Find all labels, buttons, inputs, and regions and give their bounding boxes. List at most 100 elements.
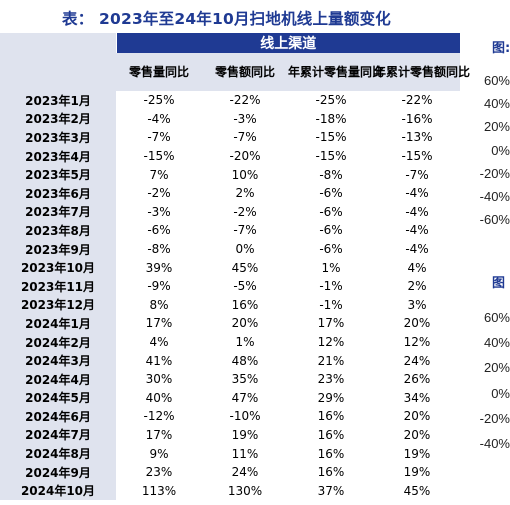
table-cell: 16% [231, 297, 259, 312]
row-label: 2024年8月 [0, 444, 116, 463]
table-cell: -4% [405, 242, 429, 257]
table-row: 2024年9月 23% 24% 16% 19% [0, 462, 460, 482]
table-cell: 11% [231, 446, 259, 461]
axis-tick-label: 60% [483, 73, 510, 88]
table-cell: 17% [317, 316, 345, 331]
table-row: 2023年11月 -9% -5% -1% 2% [0, 276, 460, 296]
table-cell: -20% [229, 149, 261, 164]
table-cell: 2% [235, 186, 255, 201]
table-cell: 39% [145, 260, 173, 275]
table-cell: 23% [317, 372, 345, 387]
row-label: 2023年3月 [0, 128, 116, 147]
table-cell: 9% [149, 446, 169, 461]
table-cell: 21% [317, 353, 345, 368]
column-header: 零售额同比 [202, 53, 288, 91]
axis-tick-label: -40% [479, 189, 510, 204]
channel-header: 线上渠道 [115, 33, 460, 53]
table-cell: -6% [319, 204, 343, 219]
axis-tick-label: -20% [479, 410, 510, 426]
table-cell: -15% [315, 149, 347, 164]
row-label: 2023年2月 [0, 109, 116, 129]
row-label: 2024年9月 [0, 462, 116, 482]
table-row: 2024年5月 40% 47% 29% 34% [0, 388, 460, 408]
column-header: 年累计零售额同比 [374, 53, 470, 91]
table-row: 2024年2月 4% 1% 12% 12% [0, 332, 460, 352]
table-cell: 20% [403, 427, 431, 442]
table-cell: -16% [401, 111, 433, 126]
table-cell: 40% [145, 390, 173, 405]
table-cell: 4% [149, 335, 169, 350]
table-cell: -4% [405, 223, 429, 238]
column-header: 零售量同比 [116, 53, 202, 91]
table-cell: 17% [145, 316, 173, 331]
table-cell: -7% [147, 130, 171, 145]
table-row: 2023年4月 -15% -20% -15% -15% [0, 146, 460, 166]
table-cell: -15% [315, 130, 347, 145]
column-header: 年累计零售量同比 [288, 53, 384, 91]
table-cell: -22% [229, 93, 261, 108]
table-row: 2023年12月 8% 16% -1% 3% [0, 295, 460, 315]
table-cell: 45% [231, 260, 259, 275]
table-cell: -2% [233, 204, 257, 219]
table-cell: -3% [233, 111, 257, 126]
table-cell: 24% [403, 353, 431, 368]
table-cell: 29% [317, 390, 345, 405]
table-cell: -25% [143, 93, 175, 108]
row-label: 2024年7月 [0, 425, 116, 445]
table-cell: 113% [141, 483, 177, 498]
table-cell: 24% [231, 465, 259, 480]
row-label: 2023年5月 [0, 165, 116, 184]
row-label: 2024年1月 [0, 314, 116, 333]
table-row: 2023年6月 -2% 2% -6% -4% [0, 183, 460, 203]
table-cell: 34% [403, 390, 431, 405]
table-cell: -6% [319, 242, 343, 257]
corner-cell [0, 33, 116, 91]
adjacent-figures-panel: 图: 60% 40% 20% 0% -20% -40% -60% 图 60% 40% 20% 0%… [462, 0, 510, 505]
table-cell: 16% [317, 427, 345, 442]
table-cell: 1% [321, 260, 341, 275]
table-cell: 8% [149, 297, 169, 312]
table-cell: -22% [401, 93, 433, 108]
row-label: 2024年4月 [0, 369, 116, 389]
table-cell: 4% [407, 260, 427, 275]
figure-label: 图: [492, 41, 510, 56]
table-cell: -18% [315, 111, 347, 126]
table-cell: 19% [403, 446, 431, 461]
table-cell: 35% [231, 372, 259, 387]
row-label: 2024年2月 [0, 332, 116, 352]
table-cell: 12% [403, 335, 431, 350]
row-label: 2023年12月 [0, 295, 116, 315]
axis-tick-label: 20% [483, 360, 510, 376]
table-cell: -25% [315, 93, 347, 108]
axis-tick-label: 40% [483, 96, 510, 112]
table-row: 2024年10月 113% 130% 37% 45% [0, 481, 460, 501]
row-label: 2024年3月 [0, 351, 116, 370]
table-row: 2024年7月 17% 19% 16% 20% [0, 425, 460, 445]
table-cell: -6% [319, 223, 343, 238]
table-cell: 0% [235, 242, 255, 257]
table-cell: -9% [147, 279, 171, 294]
row-label: 2023年10月 [0, 258, 116, 277]
table-cell: 17% [145, 427, 173, 442]
table-row: 2024年6月 -12% -10% 16% 20% [0, 407, 460, 426]
table-body: 2023年1月 -25% -22% -25% -22% 2023年2月 -4% -3% -18%… [0, 91, 460, 501]
table-cell: 26% [403, 372, 431, 387]
page-title: 表： 2023年至24年10月扫地机线上量额变化 [62, 10, 391, 28]
row-label: 2023年1月 [0, 91, 116, 110]
table-row: 2023年10月 39% 45% 1% 4% [0, 258, 460, 277]
table-cell: 1% [235, 335, 255, 350]
table-cell: -15% [143, 149, 175, 164]
data-table: 线上渠道 零售量同比 零售额同比 年累计零售量同比 年累计零售额同比 2023年… [0, 33, 470, 501]
row-label: 2024年10月 [0, 481, 116, 501]
table-cell: 30% [145, 372, 173, 387]
table-cell: -8% [147, 242, 171, 257]
table-row: 2024年1月 17% 20% 17% 20% [0, 314, 460, 333]
table-cell: 130% [227, 483, 263, 498]
table-cell: 16% [317, 446, 345, 461]
row-label: 2023年8月 [0, 221, 116, 240]
table-row: 2023年5月 7% 10% -8% -7% [0, 165, 460, 184]
table-cell: -5% [233, 279, 257, 294]
table-cell: 47% [231, 390, 259, 405]
table-cell: -3% [147, 204, 171, 219]
table-cell: 19% [231, 427, 259, 442]
